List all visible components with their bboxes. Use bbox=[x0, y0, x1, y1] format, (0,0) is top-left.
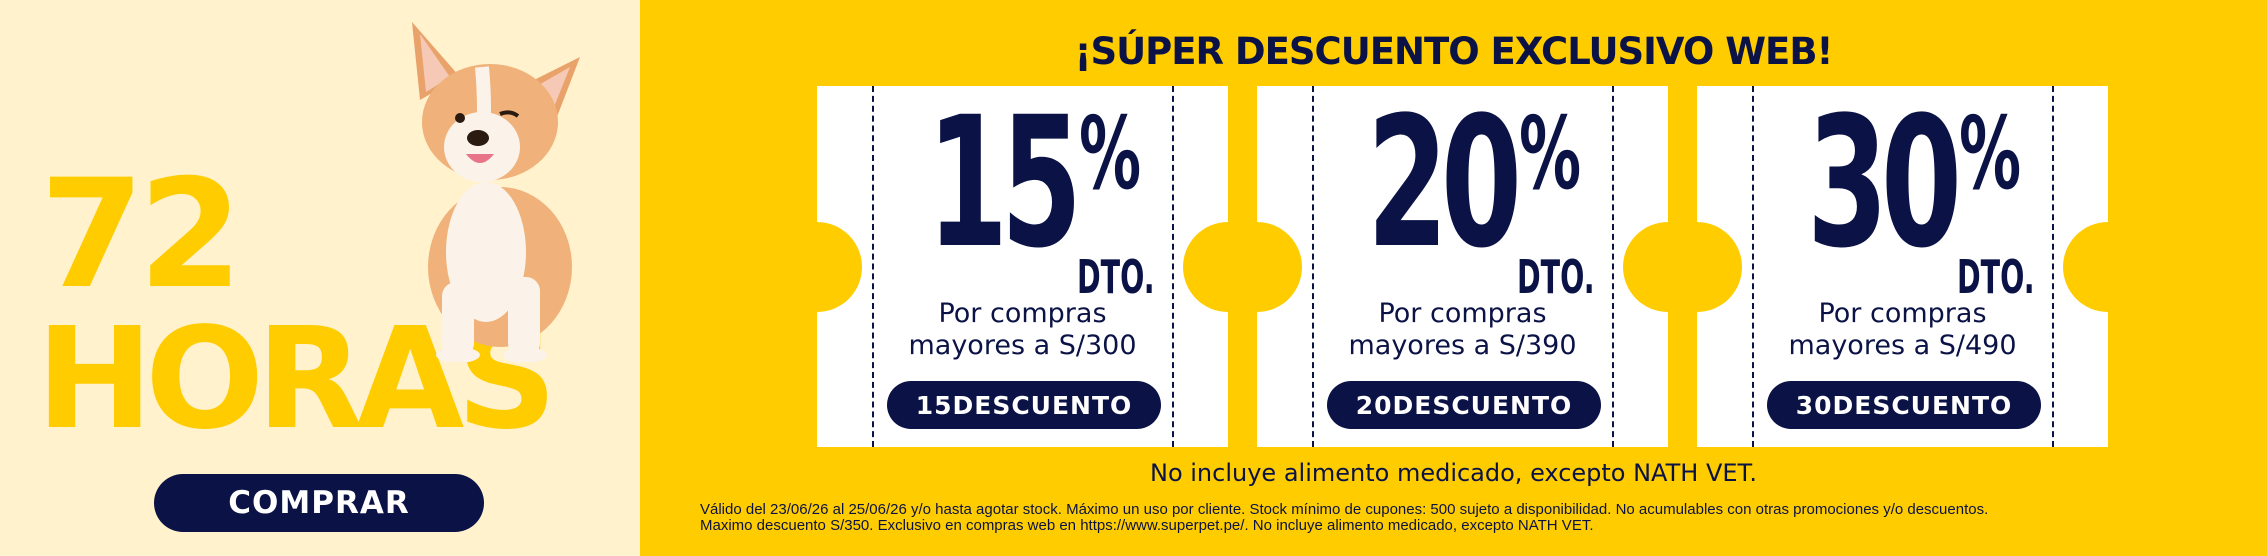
coupon-code-button[interactable]: 20DESCUENTO bbox=[1327, 381, 1601, 429]
discount-area: ¡SÚPER DESCUENTO EXCLUSIVO WEB! 15 % DTO… bbox=[640, 0, 2267, 556]
condition-line-2: mayores a S/490 bbox=[1788, 330, 2017, 361]
dashed-divider bbox=[872, 86, 874, 447]
coupon-notch bbox=[772, 222, 862, 312]
coupon-condition: Por compras mayores a S/390 bbox=[1257, 298, 1668, 362]
coupon-20: 20 % DTO. Por compras mayores a S/390 20… bbox=[1212, 79, 1713, 447]
promo-hours-number: 72 bbox=[40, 148, 243, 322]
coupon-code-button[interactable]: 15DESCUENTO bbox=[887, 381, 1161, 429]
dto-label: DTO. bbox=[1077, 250, 1155, 304]
coupon-notch bbox=[1212, 222, 1302, 312]
dashed-divider bbox=[1612, 86, 1614, 447]
headline: ¡SÚPER DESCUENTO EXCLUSIVO WEB! bbox=[1074, 30, 1834, 73]
condition-line-1: Por compras bbox=[1818, 298, 1987, 329]
condition-line-1: Por compras bbox=[938, 298, 1107, 329]
left-panel: 72 HORAS COMPRAR bbox=[0, 0, 640, 556]
coupon-notch bbox=[1652, 222, 1742, 312]
coupon-30: 30 % DTO. Por compras mayores a S/490 30… bbox=[1652, 79, 2153, 447]
dto-label: DTO. bbox=[1517, 250, 1595, 304]
condition-line-2: mayores a S/390 bbox=[1348, 330, 1577, 361]
coupon-notch bbox=[2063, 222, 2153, 312]
percent-symbol: % bbox=[1959, 95, 2022, 212]
exclusion-note: No incluye alimento medicado, excepto NA… bbox=[1150, 459, 1757, 487]
legal-line-2: Maximo descuento S/350. Exclusivo en com… bbox=[700, 517, 1594, 534]
discount-percent: 15 bbox=[927, 79, 1082, 288]
discount-percent: 30 bbox=[1807, 79, 1962, 288]
percent-symbol: % bbox=[1079, 95, 1142, 212]
coupon-15: 15 % DTO. Por compras mayores a S/300 15… bbox=[772, 79, 1273, 447]
dashed-divider bbox=[2052, 86, 2054, 447]
coupon-condition: Por compras mayores a S/300 bbox=[817, 298, 1228, 362]
dashed-divider bbox=[1172, 86, 1174, 447]
percent-symbol: % bbox=[1519, 95, 1582, 212]
corgi-puppy-image bbox=[412, 22, 580, 362]
dto-label: DTO. bbox=[1957, 250, 2035, 304]
condition-line-2: mayores a S/300 bbox=[908, 330, 1137, 361]
legal-line-1: Válido del 23/06/26 al 25/06/26 y/o hast… bbox=[700, 501, 1989, 518]
coupon-code-button[interactable]: 30DESCUENTO bbox=[1767, 381, 2041, 429]
legal-text: Válido del 23/06/26 al 25/06/26 y/o hast… bbox=[700, 502, 2260, 534]
dashed-divider bbox=[1312, 86, 1314, 447]
condition-line-1: Por compras bbox=[1378, 298, 1547, 329]
dashed-divider bbox=[1752, 86, 1754, 447]
coupon-condition: Por compras mayores a S/490 bbox=[1697, 298, 2108, 362]
discount-percent: 20 bbox=[1367, 79, 1522, 288]
comprar-button[interactable]: COMPRAR bbox=[154, 474, 484, 532]
